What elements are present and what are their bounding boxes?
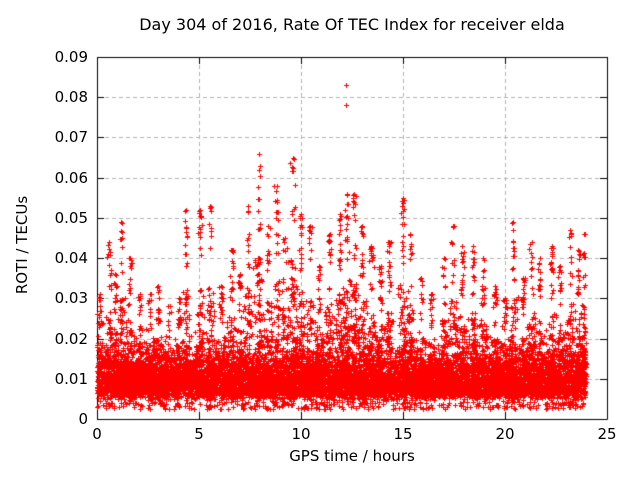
x-axis-label: GPS time / hours (289, 447, 415, 465)
y-tick-label-0.04: 0.04 (54, 249, 88, 268)
y-tick-label-0: 0 (78, 410, 88, 428)
x-tick-label-15: 15 (393, 425, 413, 443)
y-tick-label-0.06: 0.06 (54, 168, 88, 187)
y-tick-label-0.03: 0.03 (54, 289, 88, 308)
x-tick-label-0: 0 (92, 425, 102, 443)
y-tick-label-0.09: 0.09 (54, 48, 88, 66)
y-tick-label-0.05: 0.05 (54, 208, 88, 227)
y-tick-label-0.08: 0.08 (54, 88, 88, 107)
x-tick-label-25: 25 (597, 425, 617, 443)
y-tick-label-0.07: 0.07 (54, 128, 88, 147)
x-tick-label-10: 10 (291, 425, 311, 443)
x-tick-label-5: 5 (194, 425, 204, 443)
chart-title: Day 304 of 2016, Rate Of TEC Index for r… (139, 15, 565, 34)
y-tick-label-0.01: 0.01 (54, 369, 88, 388)
x-tick-label-20: 20 (495, 425, 515, 443)
y-tick-label-0.02: 0.02 (54, 329, 88, 348)
